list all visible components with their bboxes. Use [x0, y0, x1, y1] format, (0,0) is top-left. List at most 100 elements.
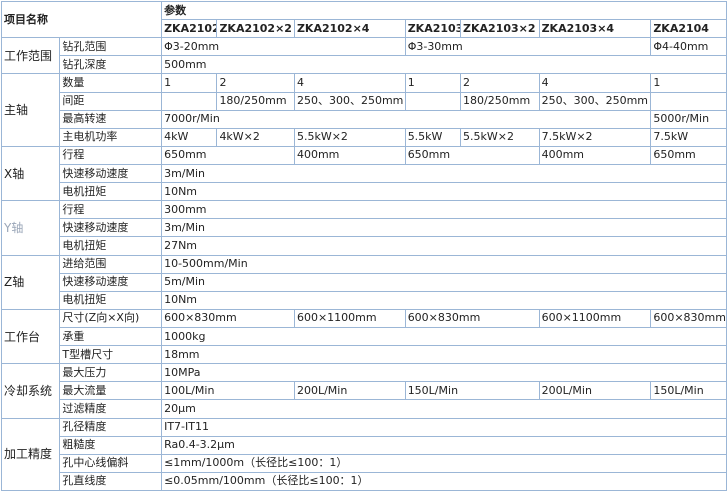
- spec-row: 最大流量 100L/Min 200L/Min 150L/Min 200L/Min 150L…: [2, 381, 727, 401]
- value-cell: 600×830mm: [404, 308, 540, 328]
- spec-row: 加工精度 孔径精度 IT7-IT11: [0, 417, 727, 492]
- value-cell: 5.5kW×2: [460, 127, 540, 147]
- value-cell: 600×830mm: [650, 308, 727, 328]
- value-cell: 200L/Min: [538, 381, 652, 401]
- value-cell: 400mm: [538, 145, 652, 165]
- value-cell: 600×1100mm: [538, 308, 652, 328]
- item-label: 最高转速: [59, 109, 163, 129]
- group-label: Z轴: [0, 254, 61, 310]
- spec-row: 电机扭矩 27Nm: [2, 236, 727, 256]
- item-label: 电机扭矩: [59, 290, 163, 310]
- value-cell: 150L/Min: [404, 381, 540, 401]
- spec-row: Z轴 进给范围 10-500mm/Min: [0, 254, 727, 310]
- value-cell: 7.5kW×2: [538, 127, 652, 147]
- value-cell: 4kW×2: [216, 127, 295, 147]
- value-cell: 4: [293, 73, 406, 93]
- spec-row: 工作范围 钻孔范围 Φ3-20mm Φ3-30mm Φ4-40mm: [0, 37, 727, 75]
- spec-row: 承重 1000kg: [2, 326, 727, 347]
- item-label: 快速移动速度: [59, 163, 163, 184]
- item-label: 进给范围: [59, 254, 163, 274]
- value-cell: ≤1mm/1000m（长径比≤100：1）: [161, 453, 727, 473]
- value-cell: 18mm: [161, 345, 727, 365]
- value-cell: 2: [216, 73, 295, 93]
- value-cell: [650, 91, 727, 111]
- spec-row: 工作台 尺寸(Z向×X向) 600×830mm 600×1100mm 600×830mm…: [0, 308, 727, 365]
- value-cell: ≤0.05mm/100mm（长径比≤100：1）: [161, 471, 727, 492]
- model-name: ZKA2102×4: [293, 19, 406, 39]
- group-label: 工作范围: [0, 37, 61, 75]
- value-cell: 250、300、250mm: [293, 91, 406, 111]
- item-label: 快速移动速度: [59, 218, 163, 238]
- header-row: 项目名称 参数: [0, 0, 727, 39]
- value-cell: 1000kg: [161, 326, 727, 347]
- item-label: 间距: [59, 91, 163, 111]
- item-label: 快速移动速度: [59, 272, 163, 292]
- value-cell: 10Nm: [161, 290, 727, 310]
- value-cell: [404, 91, 462, 111]
- model-name: ZKA2103: [404, 19, 462, 39]
- item-label: 行程: [59, 200, 163, 220]
- item-label: 孔中心线偏斜: [59, 453, 163, 473]
- item-header: 项目名称: [0, 0, 163, 39]
- item-label: 尺寸(Z向×X向): [59, 308, 163, 328]
- item-label: T型槽尺寸: [59, 345, 163, 365]
- spec-row: 快速移动速度 3m/Min: [2, 218, 727, 238]
- value-cell: 7.5kW: [650, 127, 727, 147]
- value-cell: 650mm: [404, 145, 540, 165]
- spec-row: 孔中心线偏斜 ≤1mm/1000m（长径比≤100：1）: [2, 453, 727, 473]
- spec-row: T型槽尺寸 18mm: [2, 345, 727, 365]
- item-label: 最大压力: [59, 363, 163, 383]
- group-label: X轴: [0, 145, 61, 202]
- params-header: 参数: [161, 0, 727, 21]
- item-label: 数量: [59, 73, 163, 93]
- item-label: 粗糙度: [59, 435, 163, 455]
- value-cell: 3m/Min: [161, 218, 727, 238]
- group-label: Y轴: [0, 200, 61, 256]
- value-cell: 5m/Min: [161, 272, 727, 292]
- value-cell: 2: [460, 73, 540, 93]
- spec-row: 孔直线度 ≤0.05mm/100mm（长径比≤100：1）: [2, 471, 727, 492]
- group-label: 主轴: [0, 73, 61, 147]
- spec-row: 快速移动速度 3m/Min: [2, 163, 727, 184]
- spec-row: 主轴 数量 1 2 4 1 2 4 1: [0, 73, 727, 147]
- value-cell: [161, 91, 218, 111]
- value-cell: 4: [538, 73, 652, 93]
- value-cell: 5.5kW×2: [293, 127, 406, 147]
- value-cell: 650mm: [161, 145, 295, 165]
- value-cell: Φ3-30mm: [404, 37, 652, 57]
- spec-row: X轴 行程 650mm 400mm 650mm 400mm 650mm: [0, 145, 727, 202]
- value-cell: Φ4-40mm: [650, 37, 727, 57]
- value-cell: 10MPa: [161, 363, 727, 383]
- value-cell: 1: [161, 73, 218, 93]
- value-cell: 250、300、250mm: [538, 91, 652, 111]
- item-label: 最大流量: [59, 381, 163, 401]
- value-cell: 200L/Min: [293, 381, 406, 401]
- group-label: 工作台: [0, 308, 61, 365]
- model-name: ZKA2102×2: [216, 19, 295, 39]
- value-cell: 7000r/Min: [161, 109, 652, 129]
- item-label: 电机扭矩: [59, 182, 163, 202]
- item-label: 钻孔范围: [59, 37, 163, 57]
- item-label: 主电机功率: [59, 127, 163, 147]
- spec-row: 主电机功率 4kW 4kW×2 5.5kW×2 5.5kW 5.5kW×2 7.5kW×2 7…: [2, 127, 727, 147]
- spec-row: 过滤精度 20μm: [2, 399, 727, 419]
- item-label: 孔直线度: [59, 471, 163, 492]
- group-label: 加工精度: [0, 417, 61, 492]
- value-cell: 180/250mm: [216, 91, 295, 111]
- value-cell: 500mm: [161, 55, 727, 75]
- value-cell: 5000r/Min: [650, 109, 727, 129]
- value-cell: Ra0.4-3.2μm: [161, 435, 727, 455]
- value-cell: 20μm: [161, 399, 727, 419]
- spec-row: 钻孔深度 500mm: [2, 55, 727, 75]
- spec-row: 粗糙度 Ra0.4-3.2μm: [2, 435, 727, 455]
- item-label: 行程: [59, 145, 163, 165]
- value-cell: 10-500mm/Min: [161, 254, 727, 274]
- value-cell: 600×1100mm: [293, 308, 406, 328]
- value-cell: 27Nm: [161, 236, 727, 256]
- model-name: ZKA2103×2: [460, 19, 540, 39]
- value-cell: 150L/Min: [650, 381, 727, 401]
- model-name: ZKA2104: [650, 19, 727, 39]
- spec-row: 电机扭矩 10Nm: [2, 182, 727, 202]
